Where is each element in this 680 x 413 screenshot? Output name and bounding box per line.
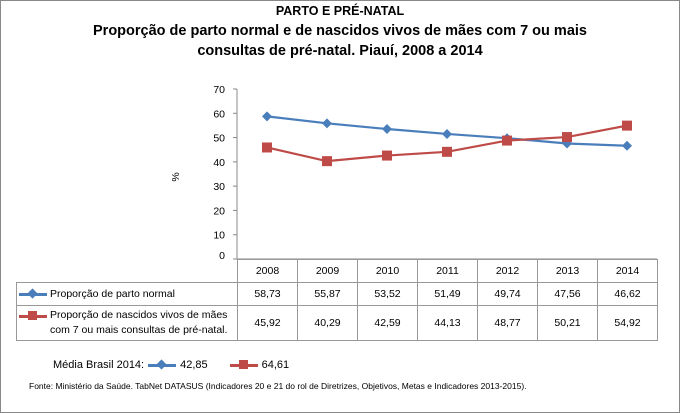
- data-point-square: [562, 132, 572, 143]
- table-cell: 53,52: [357, 282, 418, 306]
- data-point-square: [622, 120, 632, 131]
- year-header: 2011: [417, 259, 478, 283]
- year-header: 2014: [597, 259, 658, 283]
- table-cell: 42,59: [357, 305, 418, 341]
- y-tick-label: 70: [213, 84, 225, 96]
- table-cell: 51,49: [417, 282, 478, 306]
- year-header: 2009: [297, 259, 358, 283]
- table-cell: 44,13: [417, 305, 478, 341]
- data-point-square: [322, 156, 332, 167]
- section-title: PARTO E PRÉ-NATAL: [275, 4, 405, 18]
- series-label-parto: Proporção de parto normal: [16, 282, 238, 306]
- y-axis-label: %: [170, 172, 182, 181]
- data-point-square: [502, 135, 512, 146]
- data-point-square: [262, 142, 272, 153]
- table-cell: 48,77: [477, 305, 538, 341]
- chart-title: Proporção de parto normal e de nascidos …: [1, 21, 679, 61]
- y-tick-label: 60: [213, 108, 225, 120]
- data-point-diamond: [262, 111, 272, 122]
- media-parto-value: 42,85: [180, 359, 208, 371]
- media-prenatal-value: 64,61: [261, 359, 290, 371]
- square-legend-icon: [19, 311, 47, 321]
- year-header: 2010: [357, 259, 418, 283]
- data-point-diamond: [622, 140, 632, 151]
- table-cell: 47,56: [537, 282, 598, 306]
- year-header: 2013: [537, 259, 598, 283]
- media-brasil: Média Brasil 2014: 42,85 64,61: [53, 359, 289, 371]
- y-tick-label: 10: [213, 230, 225, 242]
- table-cell: 54,92: [597, 305, 658, 341]
- table-header-row: 2008 2009 2010 2011 2012 2013 2014: [16, 259, 658, 283]
- data-point-diamond: [382, 124, 392, 135]
- data-table: 2008 2009 2010 2011 2012 2013 2014 Propo…: [16, 259, 658, 341]
- square-legend-icon: [229, 360, 258, 370]
- table-cell: 50,21: [537, 305, 598, 341]
- y-tick-label: 20: [213, 205, 225, 217]
- data-point-diamond: [322, 118, 332, 129]
- data-point-square: [442, 146, 452, 157]
- table-cell: 58,73: [237, 282, 298, 306]
- year-header: 2012: [477, 259, 538, 283]
- y-tick-label: 40: [213, 157, 225, 169]
- table-row: Proporção de nascidos vivos de mães com 7…: [16, 305, 658, 341]
- table-cell: 46,62: [597, 282, 658, 306]
- y-tick-label: 50: [213, 133, 225, 145]
- media-label: Média Brasil 2014:: [53, 359, 145, 371]
- table-cell: 45,92: [237, 305, 298, 341]
- y-tick-label: 30: [213, 181, 225, 193]
- table-cell: 40,29: [297, 305, 358, 341]
- chart-title-line1: Proporção de parto normal e de nascidos …: [93, 23, 587, 39]
- data-point-square: [382, 150, 392, 161]
- source-note: Fonte: Ministério da Saúde. TabNet DATAS…: [29, 381, 527, 391]
- series-label-prenatal: Proporção de nascidos vivos de mães com 7…: [16, 305, 238, 341]
- diamond-legend-icon: [19, 288, 47, 299]
- data-point-diamond: [442, 128, 452, 139]
- table-row: Proporção de parto normal 58,73 55,87 53…: [16, 282, 658, 306]
- chart-title-line2: consultas de pré-natal. Piauí, 2008 a 20…: [197, 43, 483, 59]
- diamond-legend-icon: [148, 359, 177, 370]
- year-header: 2008: [237, 259, 298, 283]
- table-cell: 55,87: [297, 282, 358, 306]
- table-cell: 49,74: [477, 282, 538, 306]
- y-tick-label: 0: [219, 250, 225, 262]
